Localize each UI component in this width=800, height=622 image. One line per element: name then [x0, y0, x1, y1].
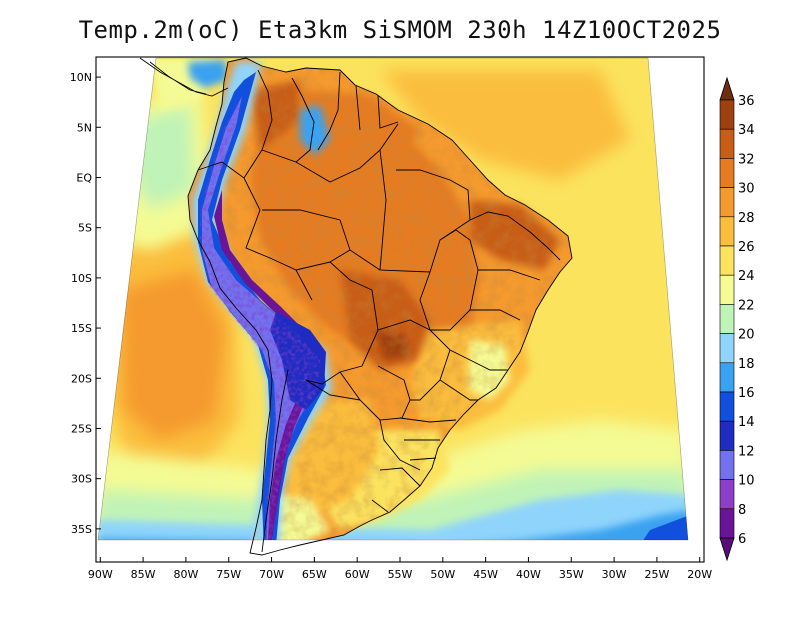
- longitude-ticks: 90W 85W 80W 75W 70W 65W 60W 55W 50W 45W 40W 35W 30W 2…: [88, 557, 712, 581]
- colorbar-segment-c6-8: [719, 508, 735, 539]
- lon-label-80w: 80W: [173, 568, 198, 581]
- colorbar-segment-c26-28: [719, 216, 735, 247]
- colorbar-segment-c10-12: [719, 450, 735, 480]
- caribbean-cool-patch: [188, 60, 228, 88]
- lat-label-25s: 25S: [71, 422, 92, 435]
- colorbar-label-12: 12: [738, 444, 755, 459]
- colorbar-segment-c14-16: [719, 391, 735, 422]
- states-brazil-4: [410, 329, 508, 401]
- political-borders: [139, 57, 573, 556]
- lon-label-40w: 40W: [516, 568, 541, 581]
- border-chile-argentina: [261, 369, 289, 553]
- lon-label-35w: 35W: [559, 568, 584, 581]
- map-title: Temp.2m(oC) Eta3km SiSMOM 230h 14Z10OCT2…: [78, 16, 722, 44]
- colorbar-segment-c20-22: [719, 304, 735, 334]
- colorbar-segment-c28-30: [719, 187, 735, 218]
- lat-label-5s: 5S: [78, 222, 92, 235]
- border-argentina-north: [305, 379, 421, 471]
- lon-label-65w: 65W: [302, 568, 327, 581]
- colorbar-label-16: 16: [738, 386, 755, 401]
- lon-label-70w: 70W: [259, 568, 284, 581]
- lon-label-50w: 50W: [430, 568, 455, 581]
- states-brazil-1: [379, 149, 471, 273]
- border-guianas: [355, 85, 399, 131]
- states-brazil-3: [469, 211, 561, 321]
- lat-label-15s: 15S: [71, 322, 92, 335]
- lat-label-10s: 10S: [71, 272, 92, 285]
- domain-outline: [97, 57, 689, 541]
- lon-label-60w: 60W: [345, 568, 370, 581]
- central-america: [139, 57, 229, 97]
- lon-label-90w: 90W: [88, 568, 113, 581]
- colorbar-segment-c34-36: [719, 99, 735, 130]
- colorbar-segment-c18-20: [719, 333, 735, 364]
- colorbar-segment-c22-24: [719, 274, 735, 305]
- colorbar-label-24: 24: [738, 269, 755, 284]
- lon-label-30w: 30W: [602, 568, 627, 581]
- colorbar-label-26: 26: [738, 240, 755, 255]
- colorbar-segment-c8-10: [719, 479, 735, 510]
- colorbar-label-32: 32: [738, 152, 755, 167]
- border-uruguay: [371, 467, 421, 513]
- latitude-ticks: 10N 5N EQ 5S 10S 15S 20S 25S 30S 35S: [70, 71, 101, 536]
- colorbar-segment-c32-34: [719, 128, 735, 159]
- lon-label-25w: 25W: [644, 568, 669, 581]
- lon-label-20w: 20W: [687, 568, 712, 581]
- pacific-warmer-core: [120, 270, 225, 440]
- ocean-warmer-equatorial: [380, 70, 630, 180]
- colorbar-label-34: 34: [738, 123, 755, 138]
- lon-label-75w: 75W: [216, 568, 241, 581]
- lon-label-45w: 45W: [473, 568, 498, 581]
- colorbar-segment-c12-14: [719, 420, 735, 451]
- states-brazil-6: [262, 209, 431, 331]
- lat-label-eq: EQ: [76, 171, 92, 184]
- colorbar-segment-c30-32: [719, 158, 735, 188]
- colorbar-min-arrow: [719, 537, 735, 562]
- colorbar-label-28: 28: [738, 211, 755, 226]
- colorbar-max-arrow: [719, 76, 735, 101]
- border-ecuador-peru: [197, 149, 263, 179]
- colorbar-label-18: 18: [738, 357, 755, 372]
- colorbar: 36 34 32 30 28 26 24 22 20 18 16 14 12 10 8 6: [719, 76, 755, 562]
- lat-label-20s: 20S: [71, 372, 92, 385]
- lon-label-85w: 85W: [131, 568, 156, 581]
- lat-label-35s: 35S: [71, 523, 92, 536]
- lat-label-10n: 10N: [70, 71, 92, 84]
- lat-label-30s: 30S: [71, 473, 92, 486]
- colorbar-label-6: 6: [738, 532, 746, 547]
- lat-label-5n: 5N: [77, 121, 92, 134]
- south-ocean-cyan: [98, 490, 688, 540]
- lon-label-55w: 55W: [388, 568, 413, 581]
- colorbar-label-36: 36: [738, 94, 755, 109]
- temperature-field: [98, 58, 688, 540]
- colorbar-label-8: 8: [738, 503, 746, 518]
- border-venezuela-guyana: [317, 71, 341, 151]
- colorbar-label-14: 14: [738, 415, 755, 430]
- border-brazil-north: [295, 123, 399, 183]
- states-brazil-5: [399, 417, 457, 461]
- colorbar-segment-c16-18: [719, 362, 735, 393]
- colorbar-label-30: 30: [738, 182, 755, 197]
- colorbar-label-20: 20: [738, 328, 755, 343]
- border-peru-brazil: [243, 177, 313, 301]
- colorbar-label-10: 10: [738, 474, 755, 489]
- south-ocean-deep-blue: [640, 515, 688, 540]
- colorbar-segment-c24-26: [719, 245, 735, 276]
- colorbar-label-22: 22: [738, 298, 755, 313]
